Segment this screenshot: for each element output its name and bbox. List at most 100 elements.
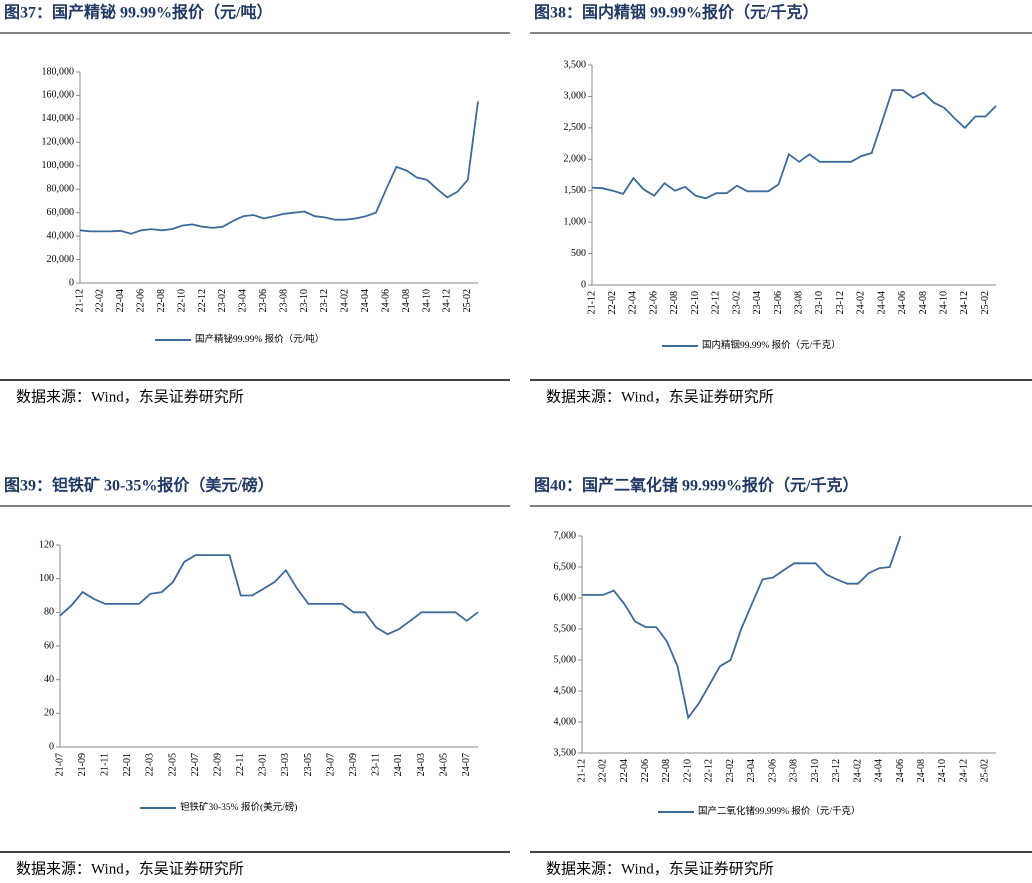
price-line [591,89,997,200]
x-tick-label: 24-05 [438,753,449,776]
source: 数据来源：Wind，东吴证券研究所 [546,388,774,405]
y-tick-label: 5,500 [554,623,577,634]
x-tick-label: 24-06 [897,291,908,314]
x-tick-label: 23-08 [789,759,800,782]
x-tick-label: 23-08 [793,291,804,314]
x-tick-label: 25-02 [980,759,991,782]
x-tick-label: 23-06 [773,291,784,314]
x-tick-label: 23-03 [280,753,291,776]
x-tick-label: 21-09 [77,753,88,776]
x-tick-label: 24-02 [856,291,867,314]
x-tick-label: 25-02 [462,289,473,312]
y-tick-label: 0 [69,277,74,288]
figure-title: 图37：国产精铋 99.99%报价（元/吨） [4,3,272,22]
y-tick-label: 3,000 [564,91,587,102]
x-tick-label: 24-10 [421,289,432,312]
x-tick-label: 22-02 [598,759,609,782]
x-tick-label: 22-12 [197,289,208,312]
y-tick-label: 500 [571,248,586,259]
x-tick-label: 23-10 [810,759,821,782]
x-tick-label: 24-08 [401,289,412,312]
x-tick-label: 23-12 [835,291,846,314]
x-tick-label: 23-01 [258,753,269,776]
x-tick-label: 22-12 [704,759,715,782]
y-tick-label: 3,500 [564,59,587,70]
x-tick-label: 23-11 [371,753,382,776]
legend-label: 国产二氧化锗99.999% 报价（元/千克） [698,805,861,817]
y-tick-label: 2,500 [564,122,587,133]
figure-title: 图40：国产二氧化锗 99.999%报价（元/千克） [534,476,858,495]
y-tick-label: 0 [49,741,54,752]
y-tick-label: 60 [44,640,54,651]
y-tick-label: 120 [39,539,54,550]
x-tick-label: 24-02 [340,289,351,312]
x-tick-label: 24-04 [360,289,371,312]
x-tick-label: 23-10 [814,291,825,314]
y-tick-label: 20,000 [47,254,75,265]
y-tick-label: 3,500 [554,747,577,758]
x-tick-label: 23-12 [831,759,842,782]
x-tick-label: 22-01 [122,753,133,776]
y-tick-label: 7,000 [554,530,577,541]
x-tick-label: 21-12 [576,759,587,782]
x-tick-label: 24-07 [461,753,472,776]
x-tick-label: 22-05 [167,753,178,776]
x-tick-label: 24-01 [393,753,404,776]
x-tick-label: 24-06 [895,759,906,782]
x-tick-label: 22-08 [156,289,167,312]
legend-label: 国内精铟99.99% 报价（元/千克） [702,339,841,351]
x-tick-label: 22-04 [115,289,126,312]
price-line [59,554,479,636]
y-tick-label: 6,000 [554,592,577,603]
y-tick-label: 1,500 [564,185,587,196]
y-tick-label: 100 [39,573,54,584]
legend-label: 国产精铋99.99% 报价（元/吨） [195,333,324,345]
source: 数据来源：Wind，东吴证券研究所 [16,860,244,877]
legend-label: 钽铁矿30-35% 报价(美元/磅) [180,801,297,813]
x-tick-label: 23-02 [217,289,228,312]
x-tick-label: 25-02 [980,291,991,314]
source: 数据来源：Wind，东吴证券研究所 [546,860,774,877]
y-tick-label: 2,000 [564,154,587,165]
x-tick-label: 23-02 [731,291,742,314]
x-tick-label: 23-12 [319,289,330,312]
y-tick-label: 40,000 [47,230,75,241]
y-tick-label: 180,000 [42,66,75,77]
x-tick-label: 23-04 [752,291,763,314]
x-tick-label: 24-03 [416,753,427,776]
x-tick-label: 23-04 [238,289,249,312]
y-tick-label: 1,000 [564,216,587,227]
x-tick-label: 23-09 [348,753,359,776]
y-tick-label: 5,000 [554,654,577,665]
x-tick-label: 21-12 [74,289,85,312]
x-tick-label: 24-04 [876,291,887,314]
x-tick-label: 21-07 [54,753,65,776]
x-tick-label: 23-06 [767,759,778,782]
y-tick-label: 40 [44,674,54,685]
x-tick-label: 23-08 [278,289,289,312]
y-tick-label: 80,000 [47,184,75,195]
x-tick-label: 23-10 [299,289,310,312]
x-tick-label: 22-11 [235,753,246,776]
x-tick-label: 21-12 [586,291,597,314]
x-tick-label: 22-07 [190,753,201,776]
y-tick-label: 20 [44,708,54,719]
x-tick-label: 22-10 [682,759,693,782]
y-tick-label: 140,000 [42,113,75,124]
x-tick-label: 24-10 [939,291,950,314]
x-tick-label: 24-10 [937,759,948,782]
x-tick-label: 22-10 [176,289,187,312]
x-tick-label: 23-02 [725,759,736,782]
price-line [582,535,902,720]
x-tick-label: 22-02 [95,289,106,312]
x-tick-label: 23-05 [303,753,314,776]
y-tick-label: 4,000 [554,716,577,727]
x-tick-label: 21-11 [99,753,110,776]
source: 数据来源：Wind，东吴证券研究所 [16,388,244,405]
x-tick-label: 22-08 [661,759,672,782]
x-tick-label: 22-06 [648,291,659,314]
x-tick-label: 24-06 [380,289,391,312]
y-tick-label: 100,000 [42,160,75,171]
x-tick-label: 22-09 [212,753,223,776]
